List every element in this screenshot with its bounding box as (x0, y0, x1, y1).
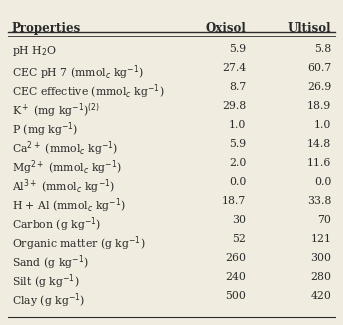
Text: 0.0: 0.0 (314, 177, 331, 187)
Text: 0.0: 0.0 (229, 177, 246, 187)
Text: Silt (g kg$^{-1}$): Silt (g kg$^{-1}$) (12, 272, 79, 291)
Text: 5.9: 5.9 (229, 44, 246, 54)
Text: Properties: Properties (12, 22, 81, 35)
Text: CEC pH 7 (mmol$_c$ kg$^{-1}$): CEC pH 7 (mmol$_c$ kg$^{-1}$) (12, 63, 143, 82)
Text: 27.4: 27.4 (222, 63, 246, 73)
Text: Ca$^{2+}$ (mmol$_c$ kg$^{-1}$): Ca$^{2+}$ (mmol$_c$ kg$^{-1}$) (12, 139, 118, 158)
Text: Clay (g kg$^{-1}$): Clay (g kg$^{-1}$) (12, 291, 85, 310)
Text: 1.0: 1.0 (229, 120, 246, 130)
Text: 33.8: 33.8 (307, 196, 331, 206)
Text: K$^+$ (mg kg$^{-1}$)$^{(2)}$: K$^+$ (mg kg$^{-1}$)$^{(2)}$ (12, 101, 99, 120)
Text: P (mg kg$^{-1}$): P (mg kg$^{-1}$) (12, 120, 78, 138)
Text: Oxisol: Oxisol (205, 22, 246, 35)
Text: 30: 30 (232, 215, 246, 225)
Text: 26.9: 26.9 (307, 82, 331, 92)
Text: 70: 70 (318, 215, 331, 225)
Text: Carbon (g kg$^{-1}$): Carbon (g kg$^{-1}$) (12, 215, 101, 234)
Text: 2.0: 2.0 (229, 158, 246, 168)
Text: 8.7: 8.7 (229, 82, 246, 92)
Text: 1.0: 1.0 (314, 120, 331, 130)
Text: Ultisol: Ultisol (288, 22, 331, 35)
Text: 280: 280 (310, 272, 331, 282)
Text: 60.7: 60.7 (307, 63, 331, 73)
Text: 5.9: 5.9 (229, 139, 246, 149)
Text: H + Al (mmol$_c$ kg$^{-1}$): H + Al (mmol$_c$ kg$^{-1}$) (12, 196, 126, 214)
Text: 18.9: 18.9 (307, 101, 331, 111)
Text: Al$^{3+}$ (mmol$_c$ kg$^{-1}$): Al$^{3+}$ (mmol$_c$ kg$^{-1}$) (12, 177, 115, 196)
Text: 260: 260 (225, 253, 246, 263)
Text: 11.6: 11.6 (307, 158, 331, 168)
Text: 5.8: 5.8 (314, 44, 331, 54)
Text: 121: 121 (310, 234, 331, 244)
Text: 14.8: 14.8 (307, 139, 331, 149)
Text: 420: 420 (310, 291, 331, 301)
Text: 18.7: 18.7 (222, 196, 246, 206)
Text: 240: 240 (225, 272, 246, 282)
Text: CEC effective (mmol$_c$ kg$^{-1}$): CEC effective (mmol$_c$ kg$^{-1}$) (12, 82, 164, 100)
Text: pH H$_2$O: pH H$_2$O (12, 44, 57, 58)
Text: 300: 300 (310, 253, 331, 263)
Text: 500: 500 (225, 291, 246, 301)
Text: Sand (g kg$^{-1}$): Sand (g kg$^{-1}$) (12, 253, 88, 272)
Text: 52: 52 (233, 234, 246, 244)
Text: 29.8: 29.8 (222, 101, 246, 111)
Text: Mg$^{2+}$ (mmol$_c$ kg$^{-1}$): Mg$^{2+}$ (mmol$_c$ kg$^{-1}$) (12, 158, 121, 176)
Text: Organic matter (g kg$^{-1}$): Organic matter (g kg$^{-1}$) (12, 234, 145, 253)
